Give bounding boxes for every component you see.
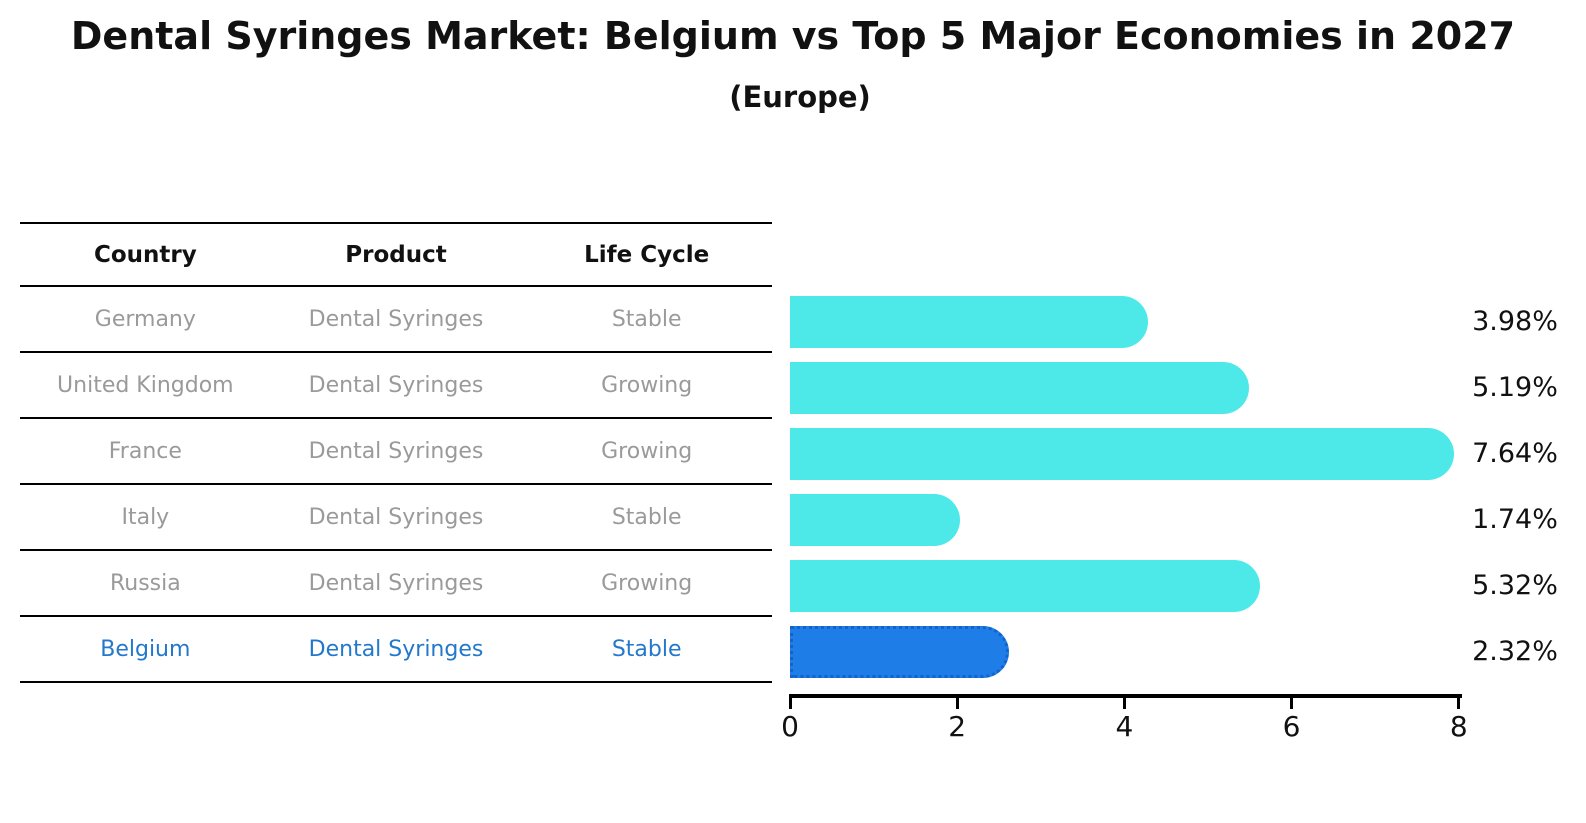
country-cell: Russia bbox=[109, 570, 181, 596]
life-cycle-cell: Growing bbox=[601, 372, 693, 398]
country-cell: France bbox=[108, 438, 182, 464]
bar-italy bbox=[790, 494, 961, 546]
table-row-germany: Germany Dental Syringes Stable bbox=[20, 287, 772, 353]
bar-france bbox=[790, 428, 1454, 480]
product-cell: Dental Syringes bbox=[308, 372, 484, 398]
table-header-row: Country Product Life Cycle bbox=[20, 224, 772, 287]
x-tick-label-8: 8 bbox=[1449, 710, 1468, 743]
table-header-product: Product bbox=[345, 241, 447, 268]
bar-russia bbox=[790, 560, 1260, 612]
x-axis-line bbox=[789, 694, 1462, 698]
life-cycle-cell: Growing bbox=[601, 438, 693, 464]
life-cycle-cell: Stable bbox=[611, 504, 682, 530]
value-label-france: 7.64% bbox=[1472, 438, 1558, 469]
x-tick-label-4: 4 bbox=[1115, 710, 1134, 743]
table-row-belgium: Belgium Dental Syringes Stable bbox=[20, 617, 772, 683]
table-row-italy: Italy Dental Syringes Stable bbox=[20, 485, 772, 551]
value-label-belgium: 2.32% bbox=[1472, 636, 1558, 667]
country-table: Country Product Life Cycle Germany Dental… bbox=[20, 222, 772, 683]
value-label-russia: 5.32% bbox=[1472, 570, 1558, 601]
x-tick-mark-0 bbox=[788, 698, 792, 709]
product-cell: Dental Syringes bbox=[308, 570, 484, 596]
country-cell: United Kingdom bbox=[57, 372, 234, 398]
x-tick-mark-6 bbox=[1290, 698, 1294, 709]
bar-germany bbox=[790, 296, 1148, 348]
table-header-country: Country bbox=[93, 241, 197, 268]
table-body: Germany Dental Syringes Stable United Kingd… bbox=[20, 287, 772, 683]
x-tick-label-6: 6 bbox=[1282, 710, 1301, 743]
product-cell: Dental Syringes bbox=[308, 504, 484, 530]
product-cell: Dental Syringes bbox=[308, 438, 484, 464]
bar-united-kingdom bbox=[790, 362, 1249, 414]
life-cycle-cell: Stable bbox=[611, 306, 682, 332]
chart-subtitle: (Europe) bbox=[729, 80, 871, 114]
country-cell: Germany bbox=[94, 306, 196, 332]
country-cell: Belgium bbox=[100, 636, 191, 662]
table-header-life-cycle: Life Cycle bbox=[584, 241, 710, 268]
life-cycle-cell: Stable bbox=[611, 636, 682, 662]
bar-belgium bbox=[790, 626, 1009, 678]
table-row-france: France Dental Syringes Growing bbox=[20, 419, 772, 485]
table-row-russia: Russia Dental Syringes Growing bbox=[20, 551, 772, 617]
x-tick-mark-8 bbox=[1457, 698, 1461, 709]
x-tick-label-0: 0 bbox=[781, 710, 799, 743]
chart-title: Dental Syringes Market: Belgium vs Top 5… bbox=[70, 14, 1516, 58]
x-tick-label-2: 2 bbox=[948, 710, 967, 743]
x-tick-mark-4 bbox=[1122, 698, 1126, 709]
product-cell: Dental Syringes bbox=[308, 636, 484, 662]
country-cell: Italy bbox=[121, 504, 170, 530]
table-row-united-kingdom: United Kingdom Dental Syringes Growing bbox=[20, 353, 772, 419]
x-tick-mark-2 bbox=[955, 698, 959, 709]
value-label-italy: 1.74% bbox=[1472, 504, 1558, 535]
value-label-germany: 3.98% bbox=[1472, 306, 1558, 337]
value-label-united-kingdom: 5.19% bbox=[1472, 372, 1558, 403]
life-cycle-cell: Growing bbox=[601, 570, 693, 596]
product-cell: Dental Syringes bbox=[308, 306, 484, 332]
